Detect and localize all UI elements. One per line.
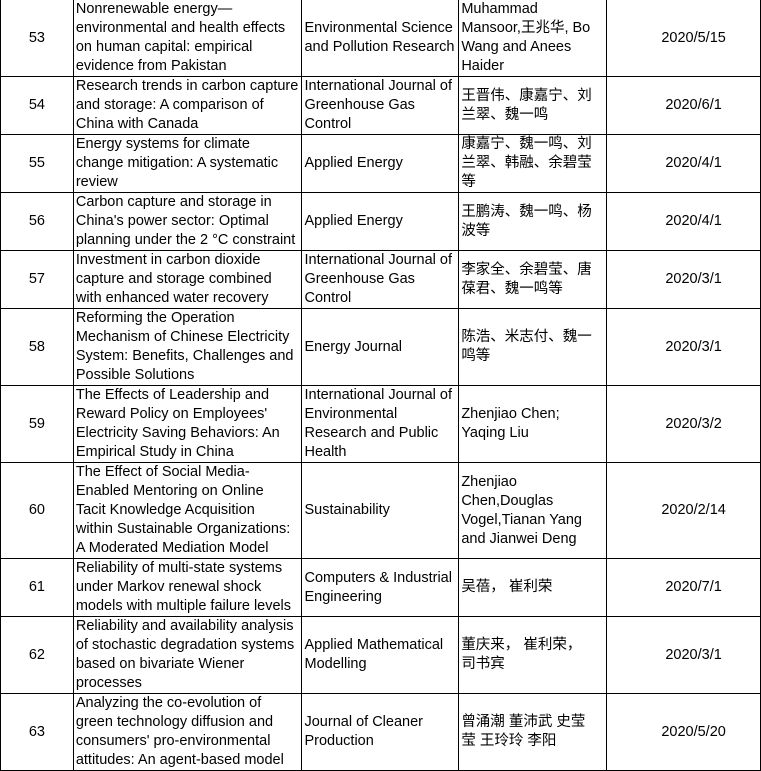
table-row: 60 The Effect of Social Media- Enabled Me…	[0, 462, 761, 559]
row-number: 54	[0, 76, 74, 135]
publish-date: 2020/6/1	[606, 76, 761, 135]
authors: Zhenjiao Chen; Yaqing Liu	[458, 385, 608, 463]
table-row: 54 Research trends in carbon capture and …	[0, 76, 761, 135]
publish-date: 2020/5/20	[606, 693, 761, 771]
journal-name: Applied Energy	[301, 134, 460, 193]
paper-title: Reliability and availability analysis of…	[72, 616, 303, 694]
table-row: 63 Analyzing the co-evolution of green te…	[0, 693, 761, 771]
publish-date: 2020/7/1	[606, 558, 761, 617]
journal-name: Journal of Cleaner Production	[301, 693, 460, 771]
publish-date: 2020/3/1	[606, 250, 761, 309]
authors: 曾涌潮 董沛武 史莹 莹 王玲玲 李阳	[458, 693, 608, 771]
paper-title: The Effects of Leadership and Reward Pol…	[72, 385, 303, 463]
journal-name: Energy Journal	[301, 308, 460, 386]
publish-date: 2020/2/14	[606, 462, 761, 559]
publish-date: 2020/3/1	[606, 308, 761, 386]
row-number: 58	[0, 308, 74, 386]
authors: Zhenjiao Chen,Douglas Vogel,Tianan Yang …	[458, 462, 608, 559]
journal-name: Sustainability	[301, 462, 460, 559]
table-row: 53 Nonrenewable energy— environmental and…	[0, 0, 761, 77]
journal-name: Applied Mathematical Modelling	[301, 616, 460, 694]
publish-date: 2020/3/1	[606, 616, 761, 694]
publish-date: 2020/5/15	[606, 0, 761, 77]
journal-name: International Journal of Greenhouse Gas …	[301, 250, 460, 309]
paper-title: Analyzing the co-evolution of green tech…	[72, 693, 303, 771]
row-number: 60	[0, 462, 74, 559]
publish-date: 2020/4/1	[606, 134, 761, 193]
table-row: 61 Reliability of multi-state systems und…	[0, 558, 761, 617]
authors: 王鹏涛、魏一鸣、杨 波等	[458, 192, 608, 251]
paper-title: Research trends in carbon capture and st…	[72, 76, 303, 135]
row-number: 56	[0, 192, 74, 251]
authors: 陈浩、米志付、魏一 鸣等	[458, 308, 608, 386]
table-row: 59 The Effects of Leadership and Reward P…	[0, 385, 761, 463]
authors: 康嘉宁、魏一鸣、刘 兰翠、韩融、余碧莹 等	[458, 134, 608, 193]
row-number: 57	[0, 250, 74, 309]
row-number: 63	[0, 693, 74, 771]
publish-date: 2020/3/2	[606, 385, 761, 463]
table-row: 55 Energy systems for climate change miti…	[0, 134, 761, 193]
row-number: 62	[0, 616, 74, 694]
table-row: 56 Carbon capture and storage in China's …	[0, 192, 761, 251]
journal-name: International Journal of Greenhouse Gas …	[301, 76, 460, 135]
row-number: 61	[0, 558, 74, 617]
paper-title: Investment in carbon dioxide capture and…	[72, 250, 303, 309]
authors: 王晋伟、康嘉宁、刘 兰翠、魏一鸣	[458, 76, 608, 135]
journal-name: Environmental Science and Pollution Rese…	[301, 0, 460, 77]
publish-date: 2020/4/1	[606, 192, 761, 251]
table-row: 57 Investment in carbon dioxide capture a…	[0, 250, 761, 309]
journal-name: Applied Energy	[301, 192, 460, 251]
paper-title: Nonrenewable energy— environmental and h…	[72, 0, 303, 77]
authors: Muhammad Mansoor,王兆华, Bo Wang and Anees …	[458, 0, 608, 77]
paper-title: Energy systems for climate change mitiga…	[72, 134, 303, 193]
authors: 董庆来， 崔利荣， 司书宾	[458, 616, 608, 694]
paper-title: Carbon capture and storage in China's po…	[72, 192, 303, 251]
table-row: 58 Reforming the Operation Mechanism of C…	[0, 308, 761, 386]
table-row: 62 Reliability and availability analysis …	[0, 616, 761, 694]
row-number: 53	[0, 0, 74, 77]
authors: 吴蓓， 崔利荣	[458, 558, 608, 617]
row-number: 59	[0, 385, 74, 463]
authors: 李家全、余碧莹、唐 葆君、魏一鸣等	[458, 250, 608, 309]
paper-title: Reliability of multi-state systems under…	[72, 558, 303, 617]
journal-name: International Journal of Environmental R…	[301, 385, 460, 463]
paper-title: Reforming the Operation Mechanism of Chi…	[72, 308, 303, 386]
journal-name: Computers & Industrial Engineering	[301, 558, 460, 617]
paper-title: The Effect of Social Media- Enabled Ment…	[72, 462, 303, 559]
row-number: 55	[0, 134, 74, 193]
